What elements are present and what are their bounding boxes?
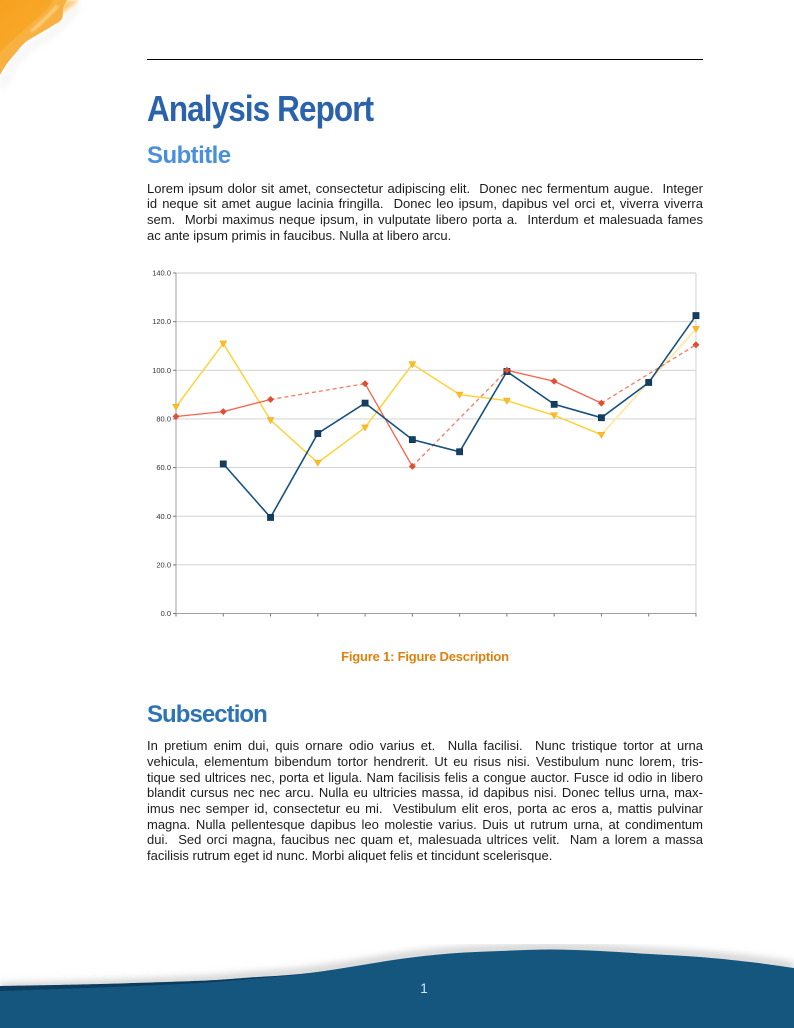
svg-text:100.0: 100.0	[152, 366, 171, 375]
svg-text:20.0: 20.0	[156, 560, 171, 569]
svg-text:120.0: 120.0	[152, 317, 171, 326]
svg-text:60.0: 60.0	[156, 463, 171, 472]
svg-text:0.0: 0.0	[161, 609, 171, 618]
svg-text:40.0: 40.0	[156, 512, 171, 521]
svg-text:80.0: 80.0	[156, 415, 171, 424]
svg-text:140.0: 140.0	[152, 269, 171, 278]
